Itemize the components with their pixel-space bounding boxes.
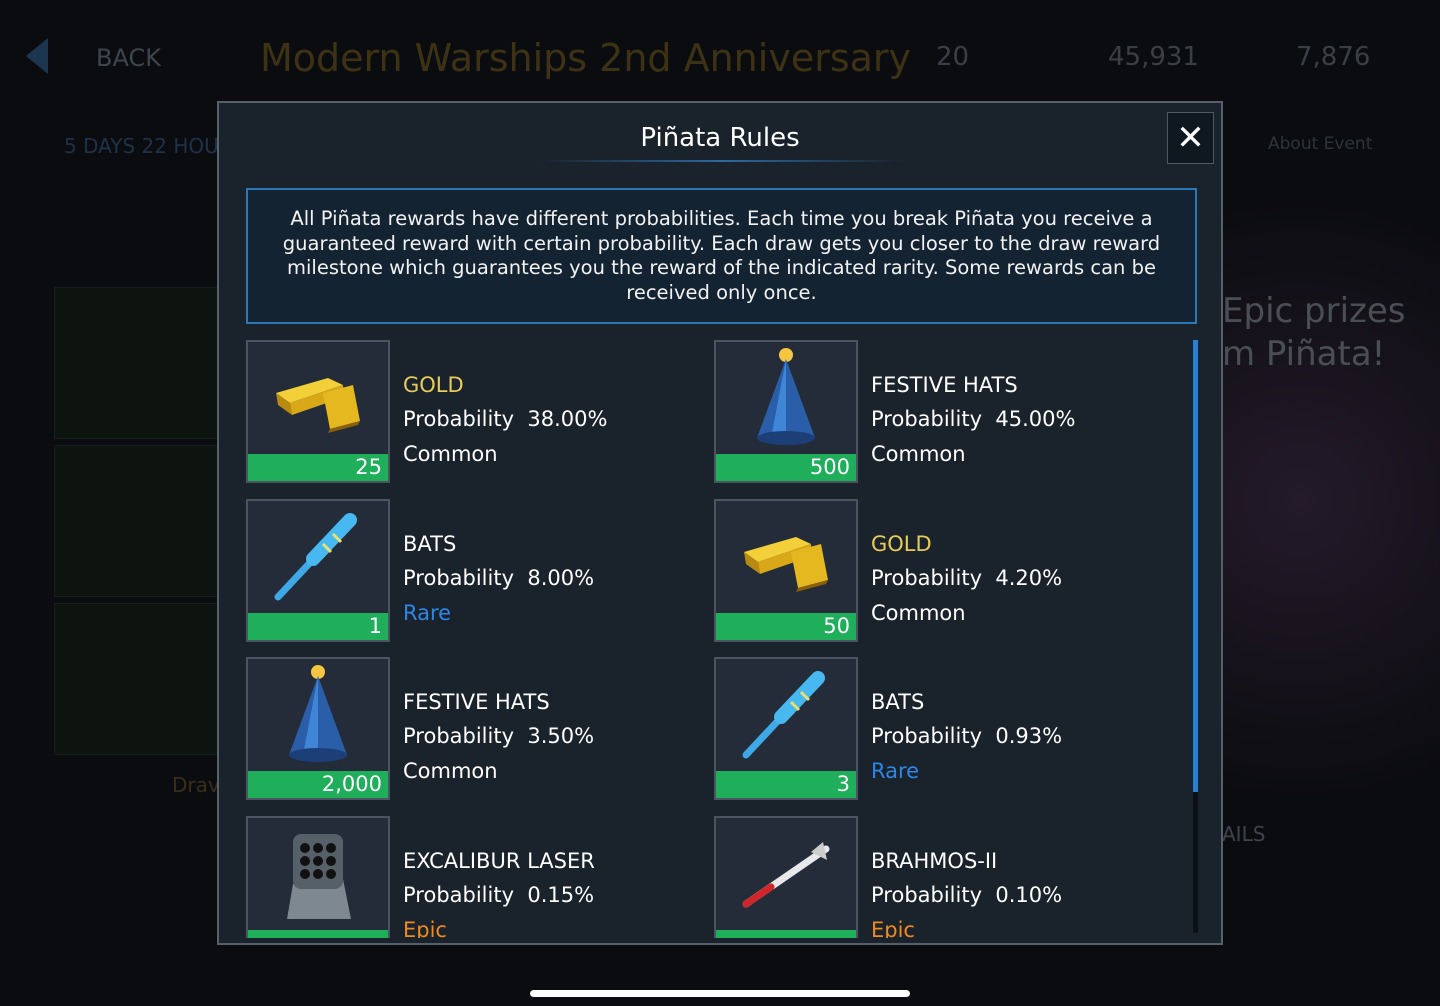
reward-name: GOLD [871,531,932,556]
gold-currency: 45,931 [1108,42,1199,72]
title-underline [539,160,905,162]
probability-label: Probability [403,724,515,748]
reward-thumbnail: 500 [714,340,858,483]
modal-title: Piñata Rules [640,123,800,153]
promo-text: Epic prizes m Piñata! [1222,290,1406,376]
reward-probability: Probability 38.00% [403,402,607,436]
probability-label: Probability [403,882,515,907]
missile-icon [716,818,856,930]
reward-name: FESTIVE HATS [871,373,1018,397]
close-icon: ✕ [1176,118,1205,158]
reward-quantity: 25 [248,454,388,481]
reward-thumbnail [246,815,390,938]
probability-value: 45.00% [995,407,1076,431]
reward-thumbnail: 2,000 [246,657,390,800]
promo-line-1: Epic prizes [1222,291,1406,331]
reward-name: GOLD [403,373,464,397]
details-button[interactable]: AILS [1222,822,1266,846]
reward-rarity: Common [871,600,966,625]
reward-thumbnail: 25 [246,340,390,483]
reward-name: FESTIVE HATS [403,690,550,714]
pinata-rules-modal: Piñata Rules ✕ All Piñata rewards have d… [217,101,1223,945]
bat-icon [248,501,388,613]
reward-thumbnail: 3 [714,657,858,800]
gold-bars-icon [716,501,856,613]
reward-probability: Probability 4.20% [871,561,1062,595]
hats-currency: 7,876 [1296,42,1371,72]
reward-name: EXCALIBUR LASER [403,848,595,873]
reward-quantity [716,929,856,938]
reward-name: BATS [871,690,925,714]
reward-card: 50 GOLD Probability 4.20% Common [714,498,1174,642]
reward-quantity: 50 [716,612,856,640]
reward-rarity: Common [871,442,966,466]
bats-currency: 20 [936,42,970,72]
probability-value: 3.50% [527,724,595,748]
reward-card: 3 BATS Probability 0.93% Rare [714,657,1174,800]
reward-quantity: 2,000 [248,771,388,798]
reward-card: 500 FESTIVE HATS Probability 45.00% Comm… [714,340,1174,483]
gold-bars-icon [248,342,388,454]
party-hat-icon [248,659,388,771]
probability-value: 8.00% [527,565,595,590]
home-indicator[interactable] [530,990,910,997]
rules-description: All Piñata rewards have different probab… [246,188,1197,324]
reward-rarity: Rare [871,759,920,783]
probability-label: Probability [871,882,983,907]
reward-name: BRAHMOS-II [871,848,998,873]
reward-rarity: Rare [403,600,452,625]
reward-probability: Probability 0.15% [403,878,595,912]
reward-card: EXCALIBUR LASER Probability 0.15% Epic [246,815,706,939]
reward-probability: Probability 0.93% [871,719,1062,753]
event-title: Modern Warships 2nd Anniversary [260,36,912,80]
close-button[interactable]: ✕ [1167,112,1214,164]
reward-thumbnail: 1 [246,498,390,642]
reward-card: 1 BATS Probability 8.00% Rare [246,498,706,642]
side-reward-card [54,603,219,755]
reward-quantity: 500 [716,454,856,481]
reward-rarity: Epic [871,917,915,939]
bat-icon [716,659,856,771]
reward-quantity: 1 [248,612,388,640]
reward-thumbnail: 50 [714,498,858,642]
event-timer: 5 DAYS 22 HOU [64,134,219,158]
side-reward-card [54,445,219,597]
probability-label: Probability [871,565,983,590]
reward-card: 2,000 FESTIVE HATS Probability 3.50% Com… [246,657,706,800]
probability-value: 0.93% [995,724,1063,748]
reward-probability: Probability 3.50% [403,719,594,753]
probability-value: 4.20% [995,565,1063,590]
draw-label: Drav [172,773,220,797]
reward-probability: Probability 0.10% [871,878,1062,912]
party-hat-icon [716,342,856,454]
back-button[interactable]: BACK [96,44,161,72]
probability-label: Probability [403,407,515,431]
probability-value: 0.10% [995,882,1063,907]
reward-rarity: Epic [403,917,447,939]
probability-value: 0.15% [527,882,595,907]
side-reward-card [54,287,219,439]
reward-card: BRAHMOS-II Probability 0.10% Epic [714,815,1174,939]
reward-probability: Probability 45.00% [871,402,1075,436]
probability-label: Probability [871,407,983,431]
tab-about-event[interactable]: About Event [1268,134,1373,154]
probability-label: Probability [871,724,983,748]
promo-line-2: m Piñata! [1222,334,1386,374]
reward-thumbnail [714,815,858,938]
scrollbar[interactable] [1193,340,1198,933]
reward-probability: Probability 8.00% [403,561,594,595]
reward-rarity: Common [403,759,498,783]
reward-quantity [248,929,388,938]
scrollbar-thumb[interactable] [1193,340,1198,792]
probability-label: Probability [403,565,515,590]
probability-value: 38.00% [527,407,608,431]
reward-quantity: 3 [716,771,856,798]
reward-name: BATS [403,531,457,556]
laser-turret-icon [248,818,388,930]
reward-card: 25 GOLD Probability 38.00% Common [246,340,706,483]
back-arrow-icon[interactable] [26,38,48,74]
reward-rarity: Common [403,442,498,466]
rewards-list[interactable]: 25 GOLD Probability 38.00% Common 500 FES… [246,340,1197,938]
